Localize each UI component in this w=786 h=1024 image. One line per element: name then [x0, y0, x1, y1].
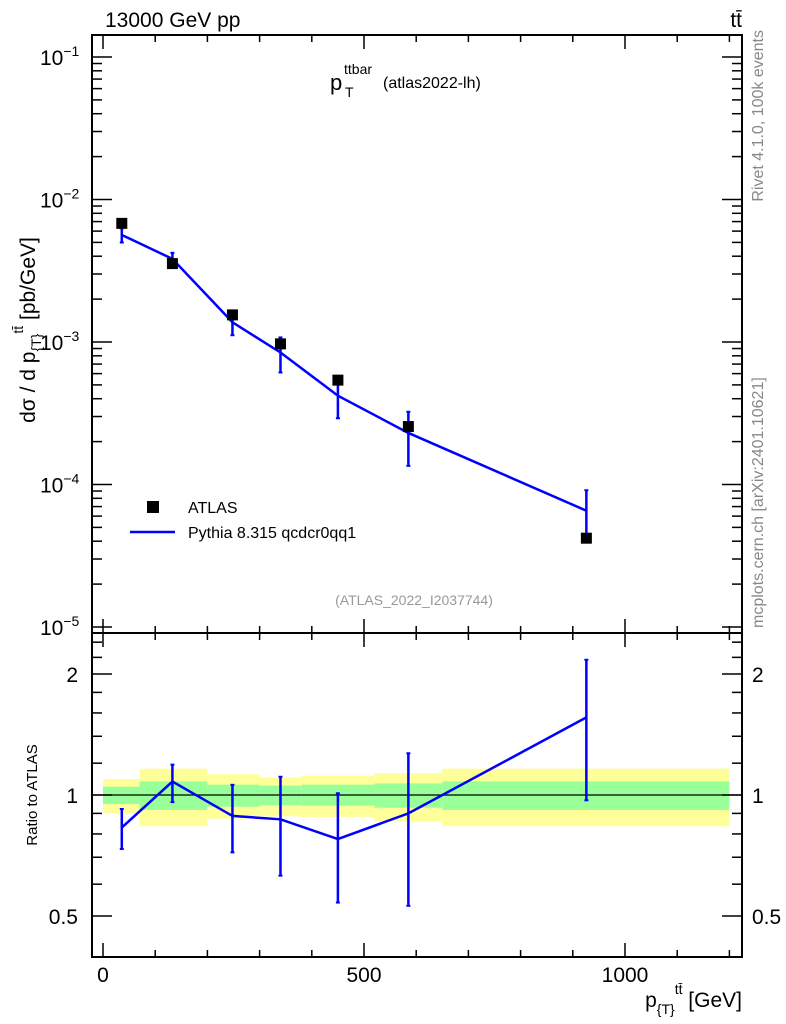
atlas-data-point: [166, 258, 178, 270]
ratio-tick-label-left: 0.5: [49, 906, 78, 929]
atlas-data-point: [332, 374, 344, 386]
header-energy: 13000 GeV pp: [105, 9, 240, 32]
ratio-tick-label-right: 1: [752, 785, 764, 808]
x-axis-label: p{T}tt̄ [GeV]: [645, 981, 742, 1017]
title-sup: ttbar: [344, 61, 372, 77]
y-tick-label: 10−3: [40, 328, 80, 355]
x-tick-label: 0: [97, 964, 109, 987]
xlabel-sub: {T}: [657, 1001, 675, 1017]
ratio-tick-label-left: 2: [66, 664, 78, 687]
axis-ticks: [92, 35, 742, 957]
ratio-bands: [92, 768, 742, 827]
x-tick-label: 500: [346, 964, 381, 987]
ratio-tick-label-right: 0.5: [752, 906, 781, 929]
title-main: p: [330, 70, 342, 95]
y-tick-label: 10−1: [40, 43, 80, 70]
ratio-tick-label-left: 1: [66, 785, 78, 808]
ylabel-sub: {T}: [28, 333, 44, 351]
xlabel-unit: [GeV]: [682, 989, 742, 1012]
x-tick-label: 1000: [602, 964, 649, 987]
legend-atlas-label: ATLAS: [188, 500, 238, 517]
header-process: tt̄: [730, 9, 742, 32]
ylabel-sup: tt̄: [10, 326, 26, 334]
ratio-y-label: Ratio to ATLAS: [24, 744, 41, 845]
analysis-reference: (ATLAS_2022_I2037744): [335, 592, 493, 608]
y-tick-base: 10: [40, 47, 63, 70]
svg-text:dσ / d p{T}tt̄ [pb/GeV]: dσ / d p{T}tt̄ [pb/GeV]: [10, 237, 44, 423]
xlabel-sup: tt̄: [675, 981, 683, 997]
xlabel-main: p: [645, 989, 657, 1012]
y-tick-exponent: −4: [63, 471, 79, 487]
rivet-info: Rivet 4.1.0, 100k events: [750, 30, 767, 202]
atlas-data-point: [226, 309, 238, 321]
y-axis-label: dσ / d p{T}tt̄ [pb/GeV]: [10, 237, 44, 423]
title-sub: T: [345, 84, 354, 100]
ylabel-main: dσ / d p: [17, 352, 40, 423]
main-frame: [91, 34, 743, 634]
y-tick-label: 10−4: [40, 471, 80, 498]
y-tick-exponent: −2: [63, 186, 79, 202]
y-tick-exponent: −5: [63, 613, 79, 629]
ratio-frame: [91, 632, 743, 958]
ratio-tick-label-right: 2: [752, 664, 764, 687]
ylabel-unit: [pb/GeV]: [17, 237, 40, 326]
atlas-data-point: [402, 421, 414, 433]
atlas-data-point: [116, 217, 128, 229]
legend-atlas-marker: [147, 501, 159, 513]
y-tick-base: 10: [40, 190, 63, 213]
atlas-data-point: [274, 338, 286, 350]
y-tick-base: 10: [40, 617, 63, 640]
y-tick-label: 10−2: [40, 186, 80, 213]
y-tick-label: 10−5: [40, 613, 80, 640]
legend-mc-label: Pythia 8.315 qcdcr0qq1: [188, 525, 356, 542]
y-tick-exponent: −1: [63, 43, 79, 59]
y-tick-base: 10: [40, 475, 63, 498]
plot-title: p ttbar T (atlas2022-lh): [330, 61, 481, 100]
mcplots-info: mcplots.cern.ch [arXiv:2401.10621]: [750, 377, 767, 628]
legend: ATLAS Pythia 8.315 qcdcr0qq1: [130, 500, 356, 542]
mc-line: [121, 233, 587, 512]
y-tick-base: 10: [40, 332, 63, 355]
title-tail: (atlas2022-lh): [383, 75, 481, 92]
y-tick-exponent: −3: [63, 328, 79, 344]
data-marks: [116, 217, 592, 907]
atlas-data-point: [580, 532, 592, 544]
